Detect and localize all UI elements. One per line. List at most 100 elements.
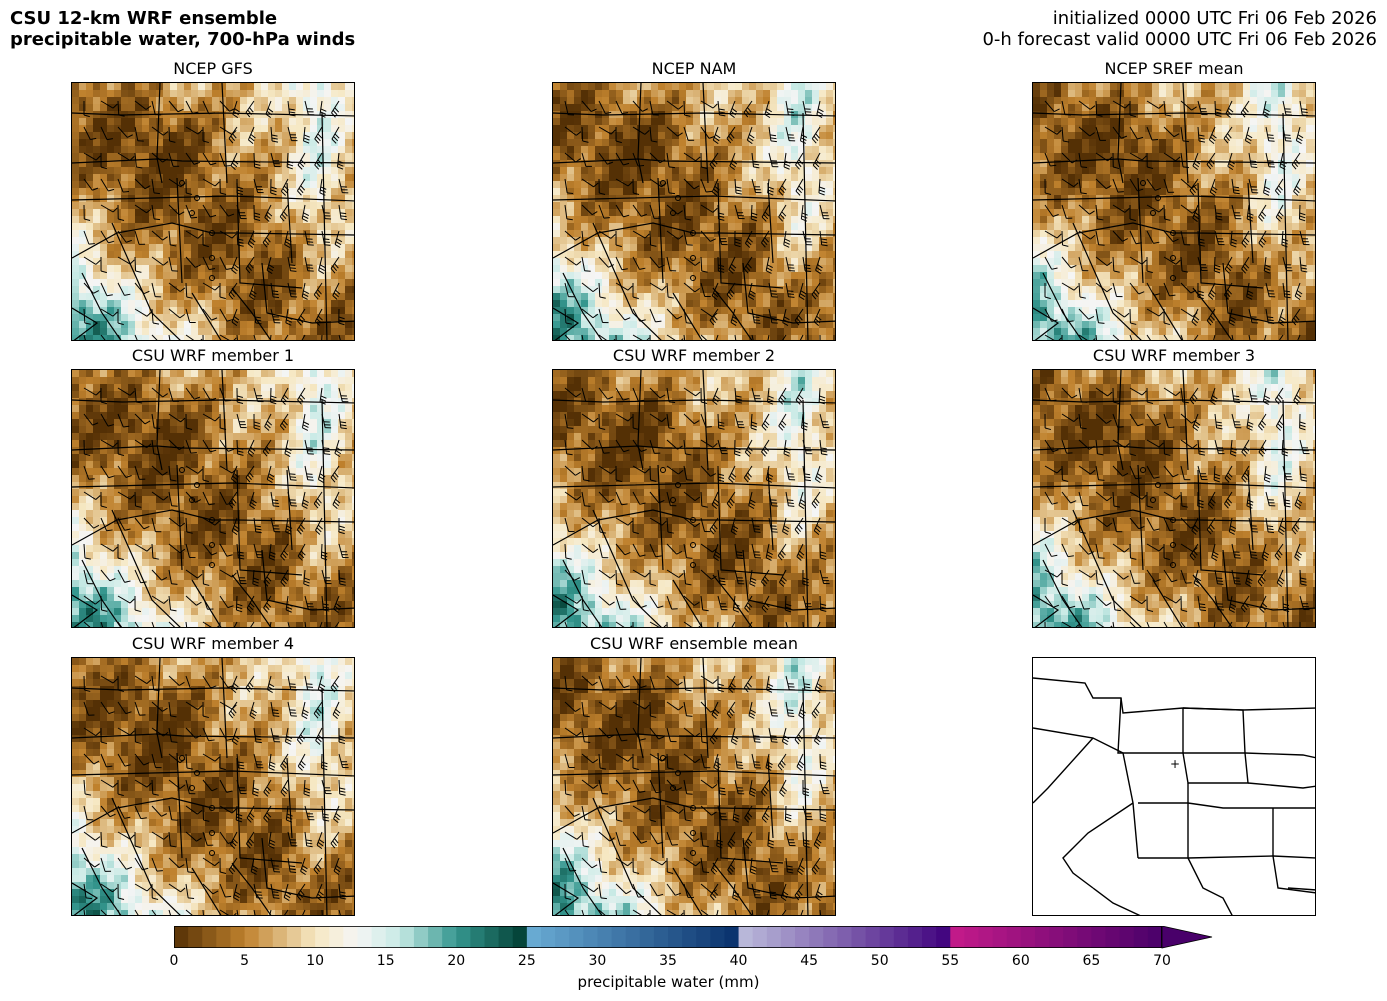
pw-cell bbox=[679, 293, 687, 301]
pw-cell bbox=[1278, 279, 1286, 287]
pw-cell bbox=[345, 237, 353, 245]
pw-cell bbox=[1285, 300, 1293, 308]
pw-cell bbox=[1054, 146, 1062, 154]
pw-cell bbox=[721, 104, 729, 112]
pw-cell bbox=[128, 314, 136, 322]
pw-cell bbox=[742, 314, 750, 322]
pw-cell bbox=[1159, 174, 1167, 182]
pw-cell bbox=[1145, 279, 1153, 287]
pw-cell bbox=[226, 307, 234, 315]
pw-cell bbox=[665, 216, 673, 224]
pw-cell bbox=[282, 160, 290, 168]
pw-cell bbox=[1138, 300, 1146, 308]
pw-cell bbox=[303, 286, 311, 294]
wind-barb bbox=[83, 126, 97, 140]
pw-cell bbox=[658, 90, 666, 98]
pw-cell bbox=[833, 293, 835, 301]
pw-cell bbox=[107, 188, 115, 196]
pw-cell bbox=[707, 111, 715, 119]
pw-cell bbox=[338, 118, 346, 126]
pw-cell bbox=[1089, 167, 1097, 175]
pw-cell bbox=[567, 251, 575, 259]
pw-cell bbox=[1089, 146, 1097, 154]
wind-barb bbox=[819, 230, 828, 247]
pw-cell bbox=[205, 230, 213, 238]
pw-cell bbox=[805, 132, 813, 140]
pw-cell bbox=[268, 265, 276, 273]
pw-cell bbox=[296, 132, 304, 140]
wind-barb bbox=[683, 334, 686, 340]
wind-barb bbox=[683, 282, 701, 293]
pw-cell bbox=[679, 286, 687, 294]
pw-cell bbox=[261, 251, 269, 259]
wind-barb bbox=[185, 178, 193, 196]
pw-cell bbox=[191, 118, 199, 126]
pw-cell bbox=[345, 83, 353, 91]
pw-cell bbox=[707, 328, 715, 336]
pw-cell bbox=[205, 125, 213, 133]
pw-cell bbox=[156, 118, 164, 126]
wind-barb bbox=[1208, 126, 1217, 145]
pw-cell bbox=[212, 118, 220, 126]
pw-cell bbox=[1299, 188, 1307, 196]
pw-cell bbox=[212, 223, 220, 231]
pw-cell bbox=[1208, 104, 1216, 112]
pw-cell bbox=[721, 251, 729, 259]
pw-cell bbox=[156, 286, 164, 294]
state-boundary bbox=[1033, 222, 1315, 259]
wind-barb bbox=[168, 256, 178, 272]
pw-cell bbox=[1145, 90, 1153, 98]
pw-cell bbox=[1250, 272, 1258, 280]
pw-cell bbox=[233, 146, 241, 154]
pw-cell bbox=[567, 335, 575, 340]
pw-cell bbox=[1173, 237, 1181, 245]
pw-cell bbox=[317, 321, 325, 329]
pw-cell bbox=[233, 195, 241, 203]
pw-cell bbox=[1264, 272, 1272, 280]
wind-barb bbox=[304, 100, 315, 116]
pw-cell bbox=[247, 279, 255, 287]
wind-barb bbox=[700, 152, 708, 170]
pw-cell bbox=[135, 328, 143, 336]
pw-cell bbox=[1082, 321, 1090, 329]
pw-cell bbox=[1117, 258, 1125, 266]
pw-cell bbox=[1313, 174, 1315, 182]
pw-cell bbox=[609, 209, 617, 217]
pw-cell bbox=[1089, 188, 1097, 196]
pw-cell bbox=[819, 321, 827, 329]
pw-cell bbox=[303, 139, 311, 147]
pw-cell bbox=[261, 97, 269, 105]
pw-cell bbox=[226, 202, 234, 210]
pw-cell bbox=[1138, 195, 1146, 203]
pw-cell bbox=[1243, 286, 1251, 294]
pw-cell bbox=[226, 160, 234, 168]
pw-cell bbox=[282, 153, 290, 161]
pw-cell bbox=[826, 237, 834, 245]
pw-cell bbox=[784, 118, 792, 126]
pw-cell bbox=[261, 125, 269, 133]
pw-cell bbox=[707, 153, 715, 161]
pw-cell bbox=[819, 335, 827, 340]
pw-cell bbox=[1033, 153, 1041, 161]
pw-cell bbox=[107, 314, 115, 322]
pw-cell bbox=[212, 153, 220, 161]
pw-cell bbox=[567, 181, 575, 189]
pw-cell bbox=[644, 118, 652, 126]
wind-barb bbox=[812, 152, 821, 170]
pw-cell bbox=[812, 90, 820, 98]
pw-cell bbox=[665, 195, 673, 203]
pw-cell bbox=[198, 328, 206, 336]
pw-cell bbox=[672, 335, 680, 340]
pw-cell bbox=[609, 251, 617, 259]
pw-cell bbox=[219, 335, 227, 340]
pw-cell bbox=[1033, 181, 1041, 189]
pw-cell bbox=[247, 167, 255, 175]
pw-cell bbox=[1033, 293, 1041, 301]
pw-cell bbox=[86, 237, 94, 245]
pw-cell bbox=[1292, 188, 1300, 196]
pw-cell bbox=[149, 97, 157, 105]
pw-cell bbox=[1166, 223, 1174, 231]
pw-cell bbox=[560, 153, 568, 161]
pw-cell bbox=[331, 244, 339, 252]
pw-cell bbox=[770, 300, 778, 308]
